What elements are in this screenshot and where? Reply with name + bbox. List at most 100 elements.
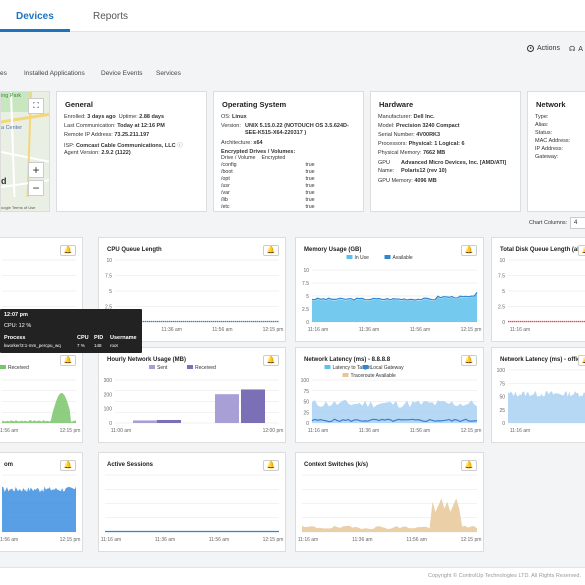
- bar: [133, 420, 157, 423]
- tab-reports[interactable]: Reports: [93, 11, 129, 22]
- y-tick-label: 0: [502, 421, 505, 427]
- network-mac-label: MAC Address:: [535, 138, 571, 144]
- actions-button[interactable]: Actions: [527, 45, 560, 52]
- y-tick-label: 0: [306, 421, 309, 427]
- tooltip-cpu: CPU: 12 %: [4, 323, 32, 329]
- chart-card: Total Disk Queue Length (all disks)🔔 10 7.…: [491, 237, 585, 342]
- map-label-center: a Center: [1, 125, 23, 131]
- y-tick-label: 7.5: [302, 281, 309, 287]
- subtab-installed-applications[interactable]: Installed Applications: [24, 70, 85, 77]
- network-gateway-label: Gateway:: [535, 154, 559, 160]
- legend-label: Received: [8, 365, 29, 371]
- x-tick-label: 12:00 pm: [263, 428, 284, 434]
- headset-button[interactable]: ☊ A: [569, 45, 583, 54]
- series-area: [302, 498, 477, 532]
- alert-bell-icon[interactable]: 🔔: [578, 245, 585, 256]
- legend-label: Sent: [157, 365, 168, 371]
- x-tick-label: 12:15 pm: [461, 537, 482, 543]
- tab-devices[interactable]: Devices: [16, 11, 54, 22]
- y-tick-label: 10: [303, 268, 309, 274]
- alert-bell-icon[interactable]: 🔔: [263, 245, 279, 256]
- encrypted-title: Encrypted Drives / Volumes:: [221, 149, 296, 155]
- x-tick-label: 11:56 am: [410, 327, 430, 333]
- arch-row: Architecture: x64: [221, 140, 263, 146]
- chart-plot: 300 200 100 011:00 am 12:00 pm Sent Received: [104, 365, 284, 434]
- x-tick-label: 11:16 am: [308, 327, 328, 333]
- alert-bell-icon[interactable]: 🔔: [60, 460, 76, 471]
- chart-plot: 100 75 50 25 011:16 am 11:36 am 11:56 am 12:15 …: [301, 365, 481, 434]
- network-type-label: Type:: [535, 114, 549, 120]
- legend-swatch: [346, 255, 353, 259]
- y-tick-label: 2.5: [105, 305, 112, 311]
- x-tick-label: 11:16 am: [101, 537, 121, 543]
- x-tick-label: 11:36 am: [161, 327, 181, 333]
- alert-bell-icon[interactable]: 🔔: [263, 460, 279, 471]
- chart-columns-select[interactable]: 4: [570, 217, 585, 229]
- series-line: [311, 418, 478, 423]
- os-title: Operating System: [222, 100, 287, 109]
- subtab-overview[interactable]: es: [0, 70, 7, 77]
- y-tick-label: 10: [106, 258, 112, 264]
- y-tick-label: 10: [499, 258, 505, 264]
- general-title: General: [65, 100, 93, 109]
- x-tick-label: 12:15 pm: [263, 327, 284, 333]
- y-tick-label: 300: [104, 378, 113, 384]
- legend-label: Available: [393, 255, 413, 261]
- table-row: /lib true: [221, 197, 315, 203]
- location-map[interactable]: ing Park a Center d ⛶ + − oogle Terms of…: [0, 91, 50, 212]
- info-icon[interactable]: ⓘ: [177, 143, 183, 149]
- gpu-name-value: Polaris12 (rev 10): [401, 168, 447, 174]
- y-tick-label: 5: [502, 289, 505, 295]
- bar: [157, 419, 181, 423]
- chart-title: CPU Queue Length: [107, 247, 162, 253]
- last-comm-row: Last Communication: Today at 12:16 PM: [64, 123, 165, 129]
- y-tick-label: 2.5: [302, 307, 309, 313]
- alert-bell-icon[interactable]: 🔔: [461, 245, 477, 256]
- x-tick-label: 11:56 am: [410, 428, 430, 434]
- x-tick-label: 11:00 am: [111, 428, 131, 434]
- y-tick-label: 5: [306, 294, 309, 300]
- y-tick-label: 200: [104, 392, 113, 398]
- chart-title: Total Disk Queue Length (all disks): [500, 247, 585, 253]
- chart-card: 🔔 11:56 am 12:15 pm Received: [0, 347, 83, 443]
- table-row: /opt true: [221, 176, 315, 182]
- alert-bell-icon[interactable]: 🔔: [263, 355, 279, 366]
- zoom-in-button[interactable]: +: [28, 162, 44, 178]
- subtab-device-events[interactable]: Device Events: [101, 70, 143, 77]
- gpu-name-label: Name:: [378, 168, 395, 174]
- processors-row: Processors: Physical: 1 Logical: 6: [378, 141, 465, 147]
- legend-swatch: [342, 373, 349, 377]
- y-tick-label: 7.5: [498, 274, 505, 280]
- x-tick-label: 11:36 am: [359, 327, 379, 333]
- actions-label: Actions: [537, 45, 560, 52]
- chart-plot: 100 75 50 25 0 11:16 am: [497, 368, 585, 434]
- y-tick-label: 75: [303, 389, 309, 395]
- series-area: [312, 399, 477, 423]
- alert-bell-icon[interactable]: 🔔: [461, 355, 477, 366]
- chart-title: om: [4, 462, 13, 468]
- alert-bell-icon[interactable]: 🔔: [60, 245, 76, 256]
- remote-ip-row: Remote IP Address: 73.25.211.197: [64, 132, 150, 138]
- copyright-text: Copyright © ControlUp Technologies LTD. …: [427, 573, 581, 579]
- fullscreen-icon[interactable]: ⛶: [28, 98, 44, 114]
- zoom-out-button[interactable]: −: [28, 180, 44, 196]
- chart-card: Network Latency (ms) - office.com🔔 100 75 5…: [491, 347, 585, 443]
- alert-bell-icon[interactable]: 🔔: [461, 460, 477, 471]
- alert-bell-icon[interactable]: 🔔: [578, 355, 585, 366]
- alert-bell-icon[interactable]: 🔔: [60, 355, 76, 366]
- os-row: OS: Linux: [221, 114, 247, 120]
- headset-icon: ☊: [569, 46, 576, 53]
- y-tick-label: 50: [303, 400, 309, 406]
- y-tick-label: 2.5: [498, 305, 505, 311]
- x-tick-label: 11:16 am: [308, 428, 328, 434]
- subtab-services[interactable]: Services: [156, 70, 181, 77]
- x-tick-label: 11:56 am: [0, 428, 18, 434]
- network-ip-label: IP Address:: [535, 146, 564, 152]
- encrypted-drives-table: Drive / Volume Encrypted /config true /boo…: [221, 155, 321, 211]
- y-tick-label: 50: [499, 395, 505, 401]
- y-tick-label: 5: [109, 289, 112, 295]
- y-tick-label: 0: [306, 320, 309, 326]
- chart-plot: 11:16 am 11:36 am 11:56 am 12:15 pm: [298, 474, 482, 543]
- y-tick-label: 100: [497, 368, 506, 374]
- legend-swatch: [149, 365, 155, 369]
